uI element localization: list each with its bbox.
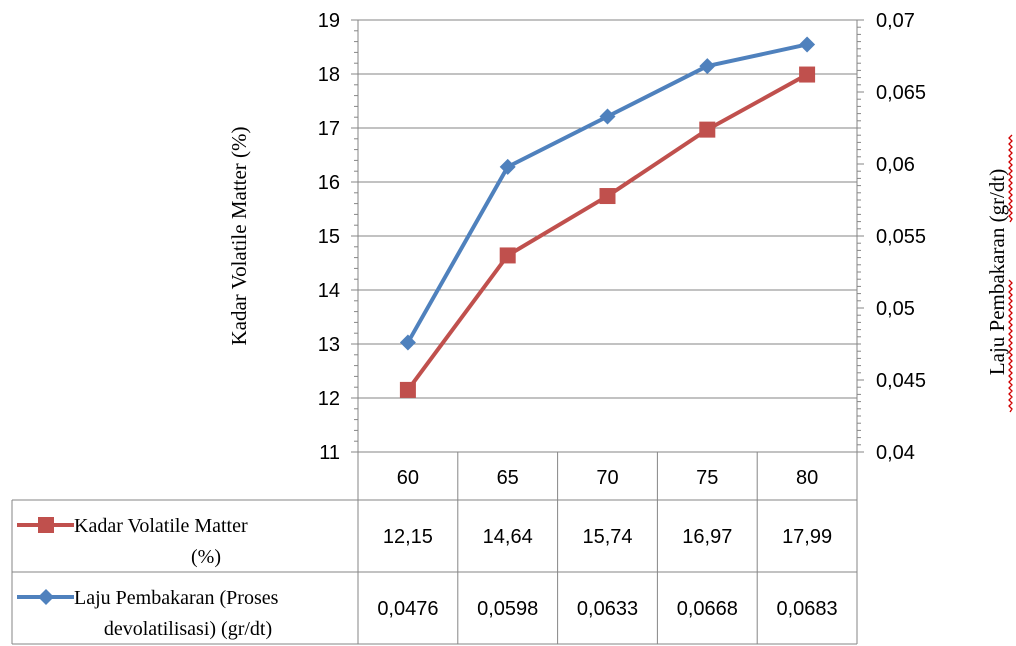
left-tick-label: 16 [318,172,340,194]
table-cell-value: 0,0668 [677,598,738,620]
table-cell-value: 0,0683 [777,598,838,620]
right-tick-label: 0,06 [876,154,915,176]
legend-key-diamond [38,589,54,605]
legend-key-square [38,517,54,533]
data-point-diamond [699,58,716,75]
right-tick-label: 0,04 [876,442,915,464]
series [399,36,816,398]
left-tick-label: 18 [318,64,340,86]
table-cell-value: 17,99 [782,526,832,548]
data-point-square [399,381,416,398]
right-axis-title: Laju Pembakaran (gr/dt) [985,169,1009,375]
data-point-diamond [599,108,616,125]
right-tick-label: 0,055 [876,226,926,248]
labels: 11 12 13 14 15 16 17 18 19 0,04 0,045 0,05 0,055 0,06… [74,10,1009,640]
legend-label: devolatilisasi) (gr/dt) [104,618,272,640]
table-cell-value: 0,0476 [377,598,438,620]
data-point-diamond [499,158,516,175]
category-label: 65 [497,467,519,489]
category-label: 70 [596,467,618,489]
left-tick-label: 15 [318,226,340,248]
gridlines [358,19,857,453]
spellcheck-underline [1008,279,1013,413]
left-axis-title: Kadar Volatile Matter (%) [227,126,251,345]
table-cell-value: 12,15 [383,526,433,548]
category-label: 60 [397,467,419,489]
table-cell-value: 15,74 [582,526,632,548]
spellcheck-underline [1008,134,1013,223]
left-tick-label: 14 [318,280,340,302]
right-tick-label: 0,045 [876,370,926,392]
category-label: 75 [696,467,718,489]
table-cell-value: 16,97 [682,526,732,548]
table-cell-value: 14,64 [483,526,533,548]
data-point-square [799,66,816,83]
right-tick-label: 0,065 [876,82,926,104]
left-tick-label: 11 [319,442,340,464]
category-label: 80 [796,467,818,489]
legend-label: Kadar Volatile Matter [74,515,248,537]
legend-label: Laju Pembakaran (Proses [74,587,279,609]
data-point-square [499,247,516,264]
right-tick-label: 0,07 [876,10,915,32]
data-point-square [599,188,616,205]
left-tick-label: 17 [318,118,340,140]
data-point-diamond [399,334,416,351]
data-point-diamond [799,36,816,53]
data-point-square [699,121,716,138]
data-table [11,452,858,645]
table-cell-value: 0,0633 [577,598,638,620]
axes [351,19,1013,453]
left-tick-label: 12 [318,388,340,410]
left-tick-label: 19 [318,10,340,32]
table-cell-value: 0,0598 [477,598,538,620]
right-tick-label: 0,05 [876,298,915,320]
left-tick-label: 13 [318,334,340,356]
legend-label: (%) [191,546,221,568]
